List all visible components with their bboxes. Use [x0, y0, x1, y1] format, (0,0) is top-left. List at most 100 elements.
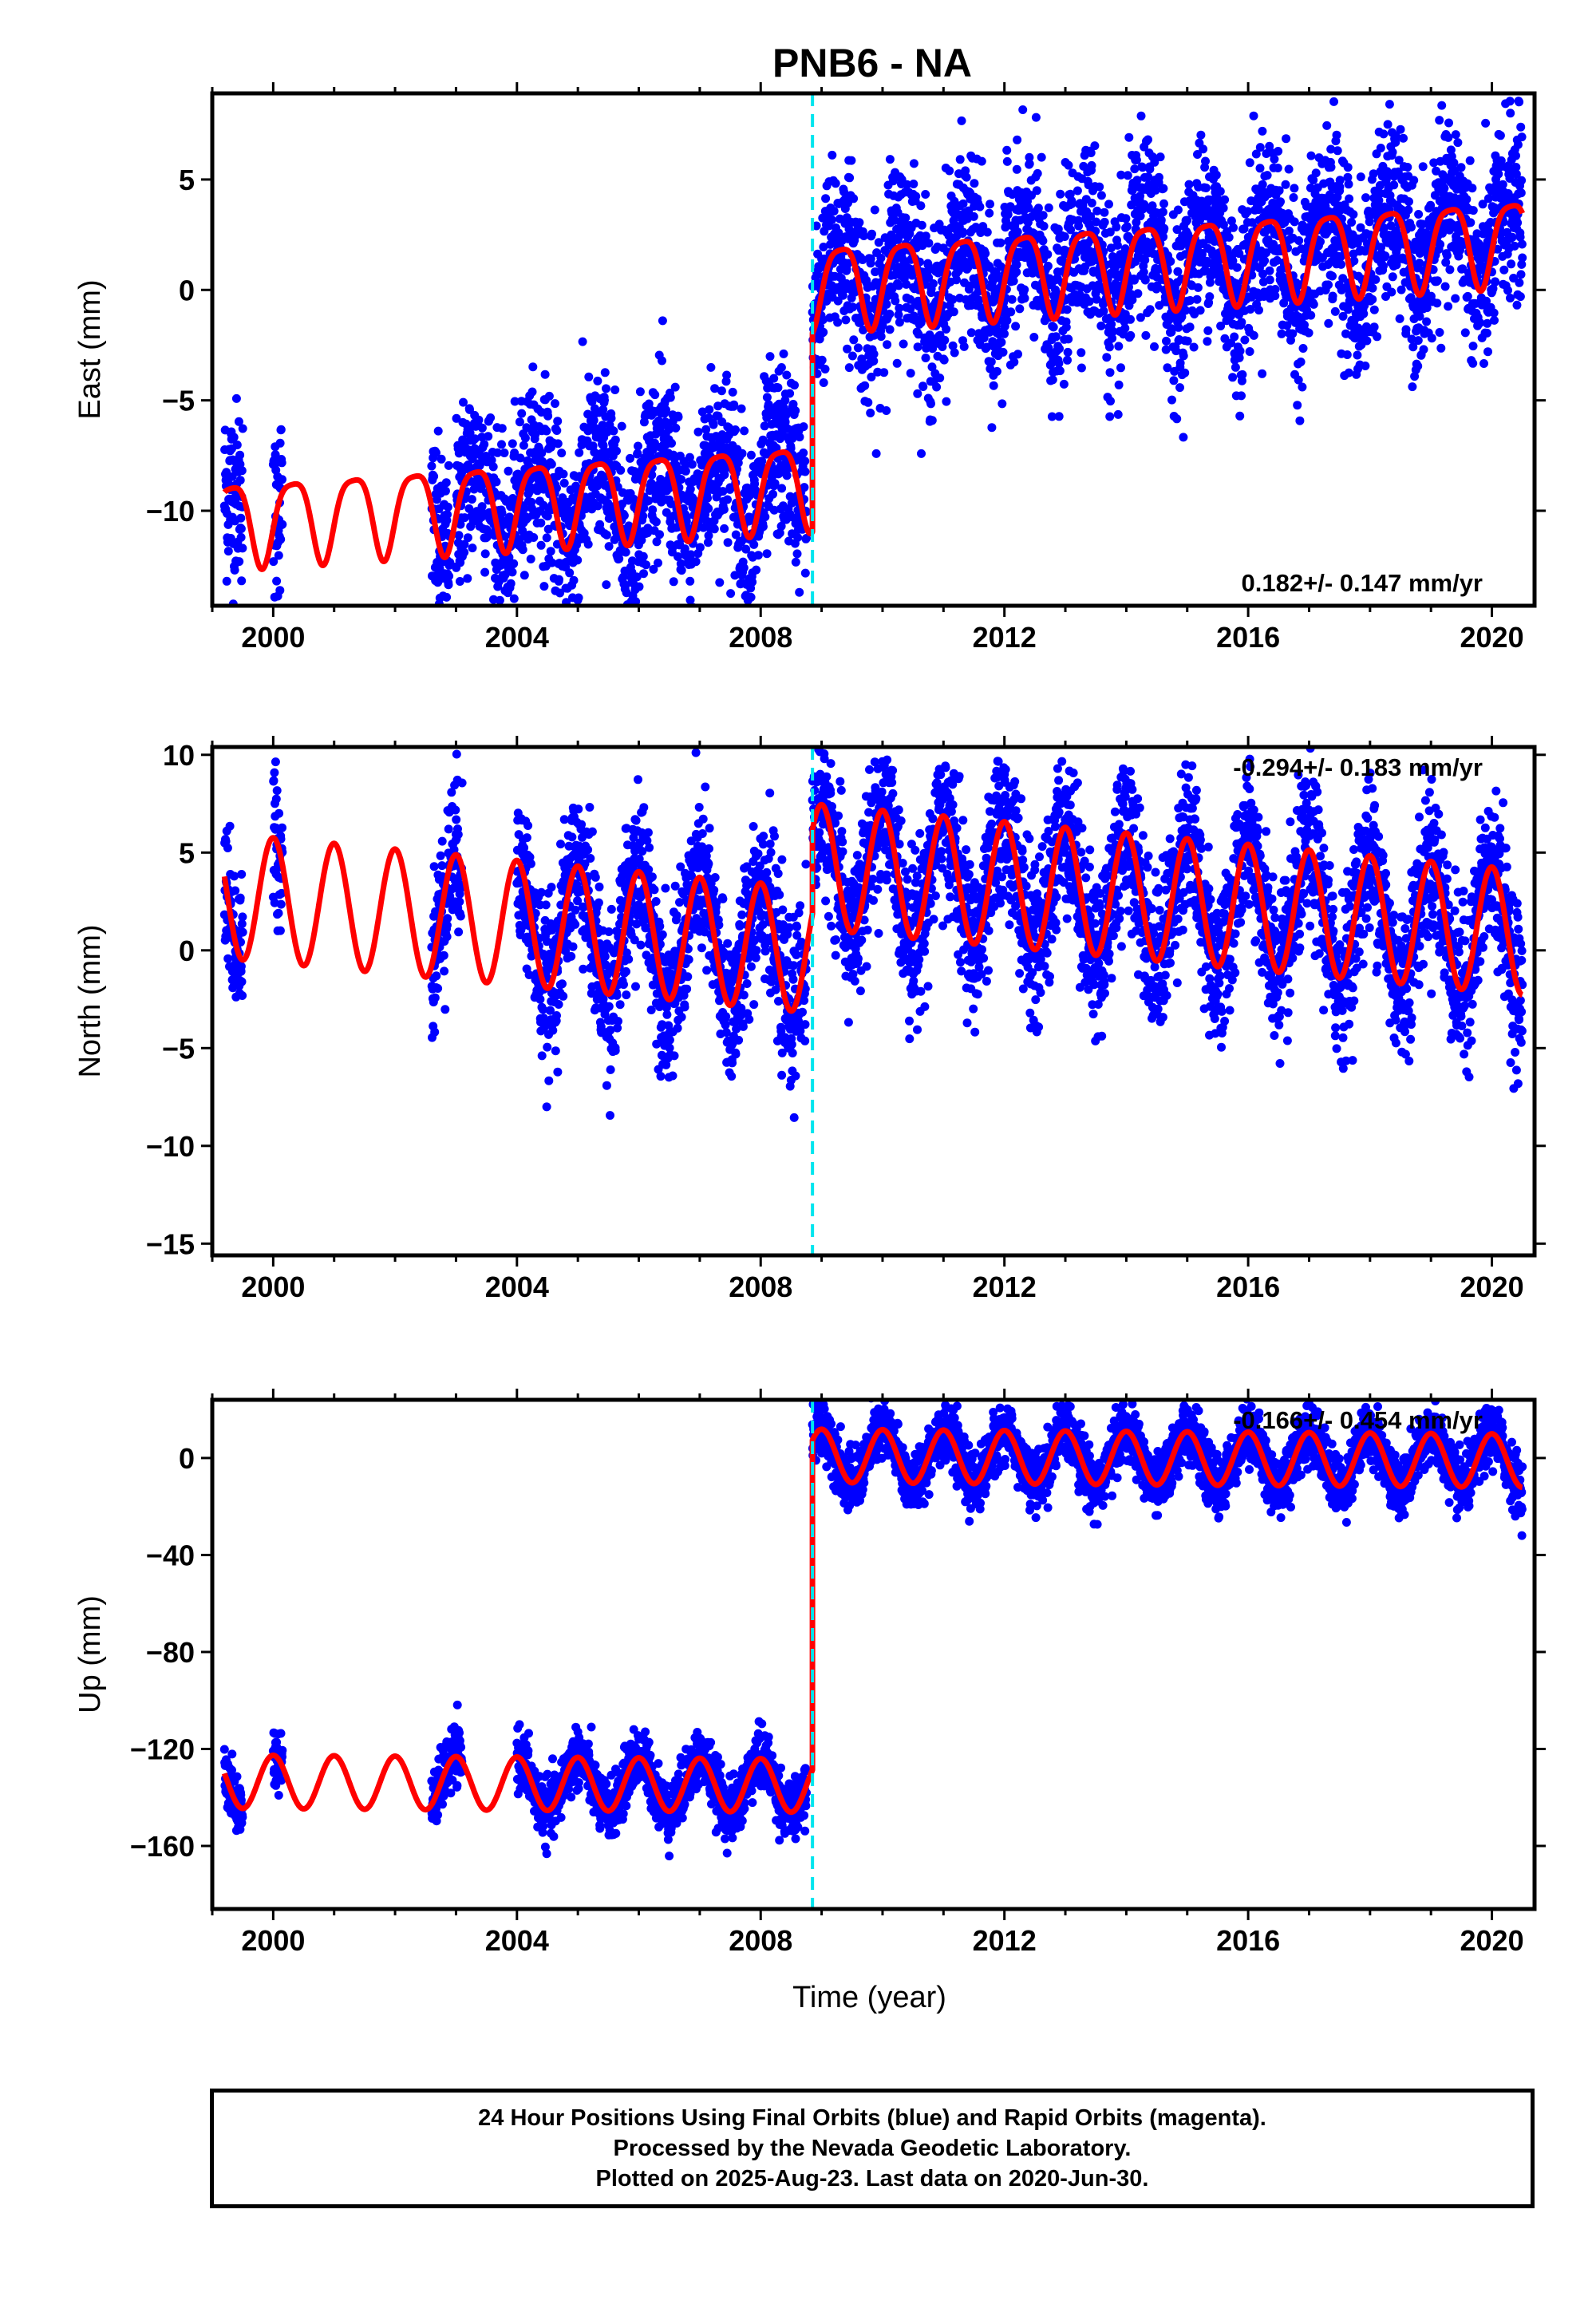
- data-point: [1033, 168, 1042, 178]
- data-point: [276, 535, 286, 544]
- data-point: [234, 417, 243, 426]
- data-point: [225, 821, 235, 831]
- data-point: [555, 588, 565, 598]
- data-point: [739, 563, 749, 572]
- data-point: [510, 397, 519, 406]
- data-point: [237, 466, 247, 476]
- data-point: [691, 557, 701, 567]
- data-point: [1342, 350, 1352, 359]
- data-point: [500, 449, 509, 457]
- data-point: [1516, 188, 1526, 198]
- data-point: [642, 560, 650, 570]
- data-point: [1281, 180, 1290, 189]
- data-point: [927, 416, 937, 425]
- data-point: [681, 460, 690, 469]
- data-point: [977, 156, 986, 166]
- data-point: [648, 445, 658, 455]
- data-point: [270, 768, 279, 777]
- data-point: [677, 566, 686, 575]
- data-point: [676, 559, 685, 568]
- data-point: [1219, 204, 1228, 213]
- data-point: [1337, 259, 1346, 269]
- data-point: [683, 629, 692, 638]
- data-point: [921, 190, 930, 199]
- data-point: [777, 484, 787, 493]
- data-point: [1304, 328, 1314, 338]
- data-point: [1298, 344, 1308, 353]
- data-point: [1095, 182, 1104, 192]
- data-point: [1092, 206, 1102, 215]
- data-point: [1513, 218, 1523, 227]
- data-point: [616, 465, 626, 475]
- data-point: [547, 460, 556, 469]
- data-point: [901, 213, 911, 223]
- data-point: [610, 385, 620, 394]
- data-point: [1087, 160, 1096, 170]
- data-point: [895, 303, 904, 313]
- data-point: [720, 524, 729, 533]
- data-point: [921, 354, 930, 362]
- data-point: [844, 363, 854, 373]
- data-point: [452, 413, 461, 423]
- data-point: [526, 555, 535, 563]
- data-point: [1515, 278, 1524, 287]
- data-point: [1199, 144, 1208, 154]
- data-point: [722, 370, 732, 380]
- data-point: [882, 406, 891, 415]
- data-point: [542, 426, 551, 436]
- data-point: [1235, 346, 1245, 356]
- data-point: [593, 501, 602, 511]
- data-point: [870, 205, 879, 215]
- data-point: [278, 475, 286, 484]
- y-tick-label: −10: [146, 495, 195, 528]
- data-point: [685, 453, 694, 462]
- data-point: [1169, 376, 1179, 385]
- data-point: [583, 409, 593, 419]
- data-point: [882, 299, 891, 309]
- data-point: [1494, 169, 1503, 179]
- data-point: [1344, 368, 1353, 377]
- data-point: [800, 568, 810, 578]
- data-point: [769, 373, 779, 383]
- data-point: [1353, 350, 1362, 360]
- data-point: [820, 365, 830, 373]
- data-point: [1289, 193, 1298, 202]
- data-point: [970, 179, 979, 188]
- data-point: [1196, 130, 1206, 140]
- data-point: [1238, 370, 1247, 379]
- data-point: [701, 425, 711, 434]
- data-point: [858, 255, 867, 264]
- data-point: [1255, 143, 1265, 152]
- data-point: [562, 610, 571, 619]
- data-point: [1296, 358, 1306, 366]
- data-point: [497, 508, 507, 518]
- data-point: [236, 513, 246, 523]
- data-point: [520, 433, 530, 443]
- data-point: [493, 448, 502, 457]
- data-point: [271, 757, 280, 767]
- data-point: [1215, 187, 1225, 196]
- data-point: [1175, 383, 1184, 393]
- data-point: [1330, 306, 1340, 316]
- data-point: [955, 155, 965, 164]
- data-point: [939, 355, 949, 365]
- data-point: [531, 429, 540, 439]
- data-point: [1402, 81, 1411, 90]
- data-point: [845, 173, 855, 183]
- data-point: [723, 495, 732, 504]
- data-point: [1381, 251, 1390, 261]
- data-point: [1513, 140, 1523, 149]
- data-point: [1012, 164, 1021, 174]
- data-point: [1495, 131, 1505, 140]
- data-point: [439, 607, 448, 616]
- data-point: [1258, 126, 1267, 136]
- data-point: [429, 862, 439, 871]
- data-point: [443, 510, 452, 520]
- data-point: [843, 344, 852, 354]
- data-point: [942, 325, 951, 334]
- data-point: [1389, 180, 1399, 190]
- data-point: [443, 502, 452, 512]
- data-point: [1274, 147, 1283, 156]
- data-point: [1249, 111, 1258, 121]
- data-point: [1172, 414, 1182, 424]
